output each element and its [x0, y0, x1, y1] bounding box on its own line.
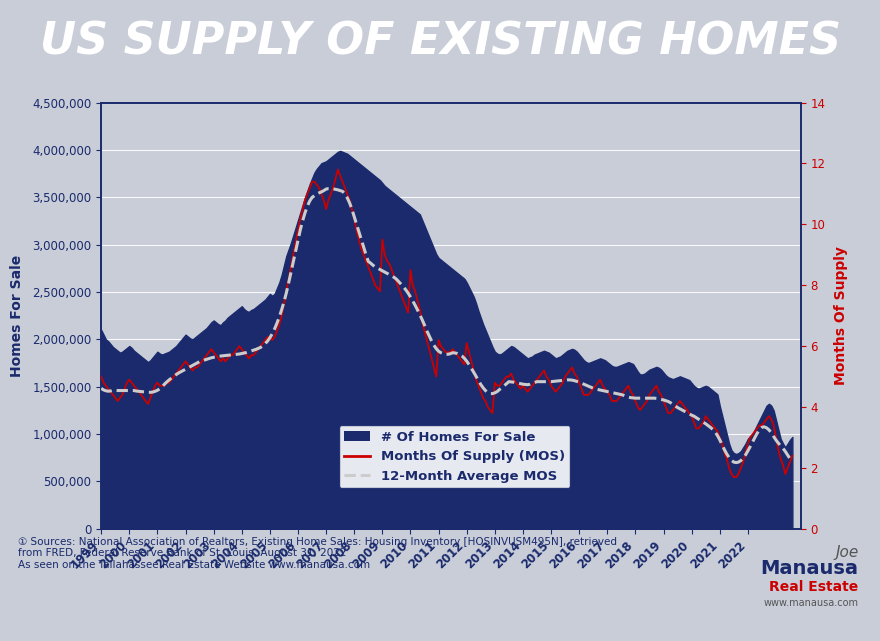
Text: www.manausa.com: www.manausa.com [764, 597, 859, 608]
Text: Joe: Joe [835, 545, 859, 560]
Legend: # Of Homes For Sale, Months Of Supply (MOS), 12-Month Average MOS: # Of Homes For Sale, Months Of Supply (M… [339, 426, 570, 488]
Y-axis label: Homes For Sale: Homes For Sale [10, 254, 24, 377]
Text: Manausa: Manausa [760, 558, 859, 578]
Text: Real Estate: Real Estate [769, 579, 859, 594]
Text: ① Sources: National Association of Realtors, Existing Home Sales: Housing Invent: ① Sources: National Association of Realt… [18, 537, 617, 570]
Text: US SUPPLY OF EXISTING HOMES: US SUPPLY OF EXISTING HOMES [40, 20, 840, 63]
Y-axis label: Months Of Supply: Months Of Supply [834, 246, 847, 385]
